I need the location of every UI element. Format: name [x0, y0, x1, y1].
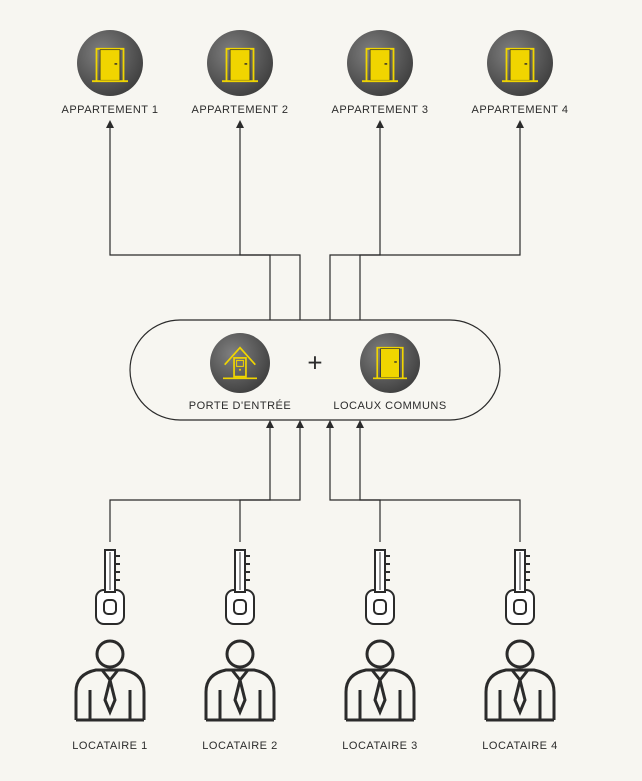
key-icon — [366, 550, 394, 624]
connector-top — [360, 126, 520, 320]
person-icon — [206, 641, 274, 720]
connectors-layer — [0, 0, 642, 781]
connector-bottom — [330, 426, 380, 542]
person-icon — [486, 641, 554, 720]
person-icon — [76, 641, 144, 720]
key-icon — [506, 550, 534, 624]
person-icon — [346, 641, 414, 720]
apartment-label: APPARTEMENT 3 — [332, 104, 429, 116]
key-icon — [96, 550, 124, 624]
apartment-label: APPARTEMENT 2 — [192, 104, 289, 116]
tenant-label: LOCATAIRE 3 — [342, 740, 417, 752]
connector-bottom — [360, 426, 520, 542]
connector-top — [110, 126, 270, 320]
apartment-label: APPARTEMENT 4 — [472, 104, 569, 116]
center-right-label: LOCAUX COMMUNS — [333, 400, 446, 412]
key-icon — [226, 550, 254, 624]
plus-icon: + — [307, 348, 322, 379]
diagram-stage: APPARTEMENT 1 APPARTEMENT 2 APPARTEMENT 3 A… — [0, 0, 642, 781]
entry-door-icon — [210, 333, 270, 393]
center-left-label: PORTE D'ENTRÉE — [189, 400, 291, 412]
tenant-label: LOCATAIRE 1 — [72, 740, 147, 752]
connector-top — [330, 126, 380, 320]
apartment-label: APPARTEMENT 1 — [62, 104, 159, 116]
tenant-label: LOCATAIRE 4 — [482, 740, 557, 752]
connector-bottom — [110, 426, 270, 542]
tenant-label: LOCATAIRE 2 — [202, 740, 277, 752]
